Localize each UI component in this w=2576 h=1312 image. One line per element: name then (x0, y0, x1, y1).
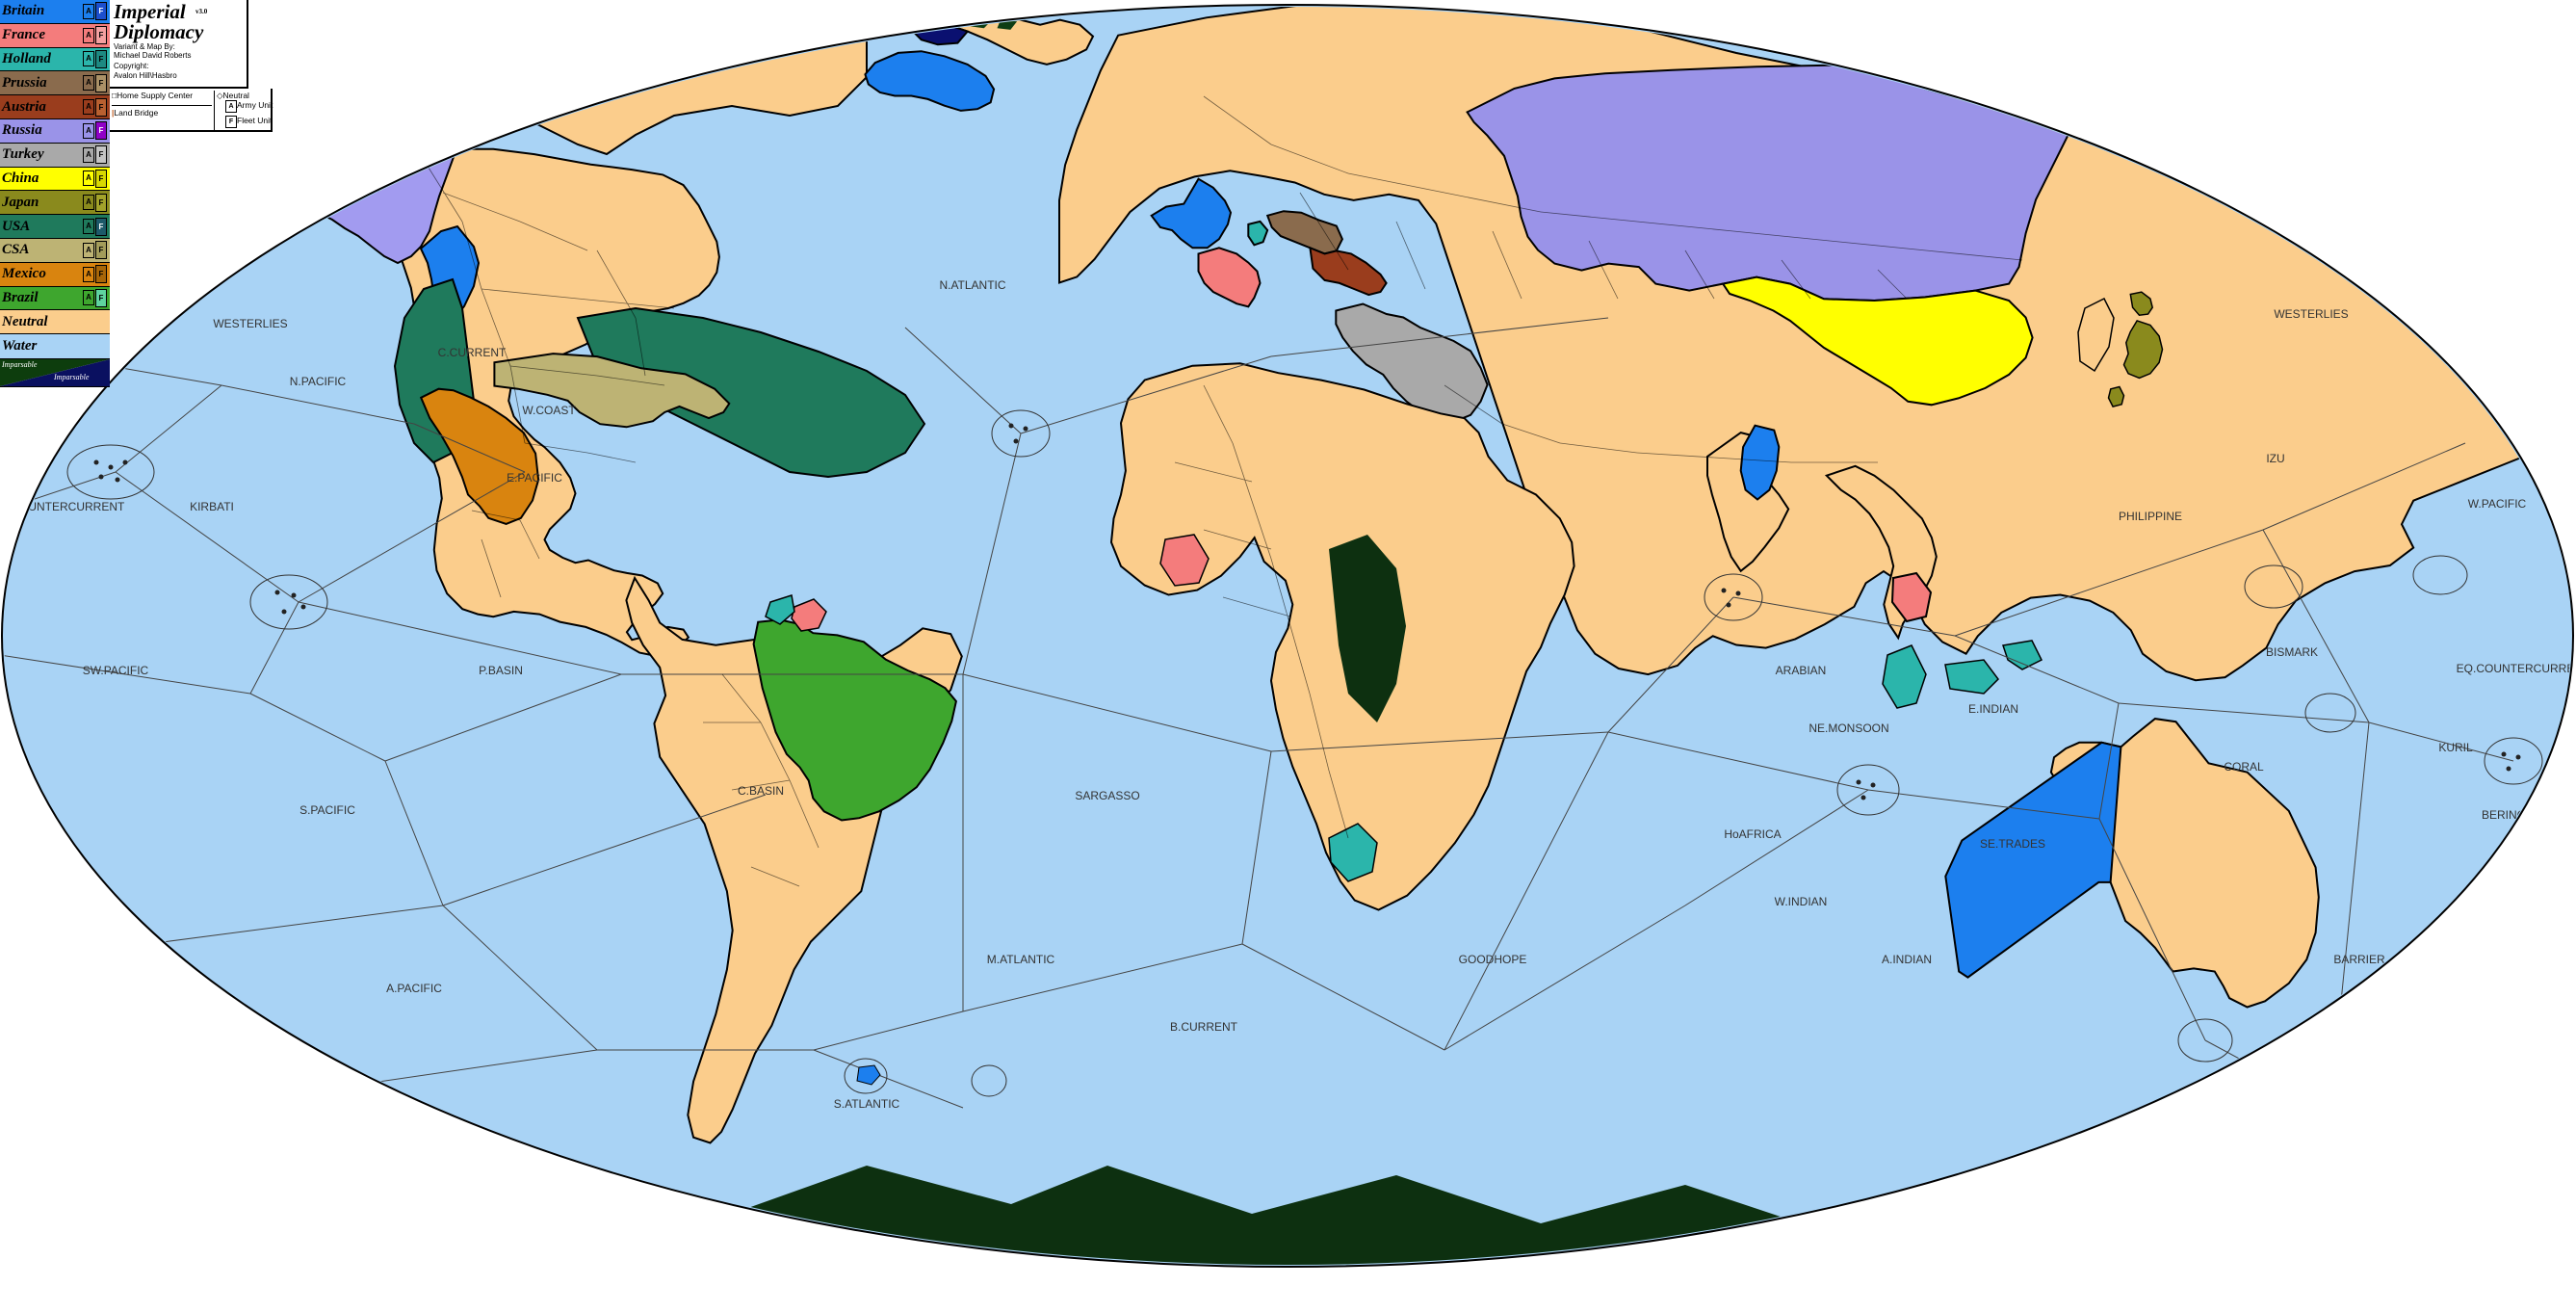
svg-text:N.PACIFIC: N.PACIFIC (290, 375, 347, 388)
svg-text:A.INDIAN: A.INDIAN (1882, 953, 1932, 966)
svg-text:C.CURRENT: C.CURRENT (438, 346, 507, 359)
svg-text:NE.MONSOON: NE.MONSOON (1808, 722, 1888, 735)
svg-text:TASMAN: TASMAN (2383, 1049, 2431, 1063)
svg-text:IZU: IZU (2266, 452, 2284, 465)
svg-text:EQ.COUNTERCURRENT: EQ.COUNTERCURRENT (0, 500, 125, 513)
svg-text:W.INDIAN: W.INDIAN (1775, 895, 1828, 908)
svg-text:SW.PACIFIC: SW.PACIFIC (2433, 1010, 2499, 1024)
svg-text:WESTERLIES: WESTERLIES (2274, 307, 2348, 321)
svg-text:C.BASIN: C.BASIN (738, 784, 784, 798)
svg-text:B.CURRENT: B.CURRENT (1170, 1020, 1238, 1034)
svg-text:GOODHOPE: GOODHOPE (1459, 953, 1527, 966)
svg-text:S.ATLANTIC: S.ATLANTIC (834, 1097, 900, 1111)
svg-text:SW.PACIFIC: SW.PACIFIC (83, 664, 149, 677)
svg-text:A.PACIFIC: A.PACIFIC (386, 982, 442, 995)
svg-text:KURIL: KURIL (2438, 741, 2473, 754)
svg-text:KIRBATI: KIRBATI (190, 500, 234, 513)
svg-text:WESTERLIES: WESTERLIES (213, 317, 287, 330)
svg-text:BISMARK: BISMARK (2266, 645, 2318, 659)
svg-text:M.ATLANTIC: M.ATLANTIC (987, 953, 1055, 966)
svg-text:W.COAST: W.COAST (522, 404, 576, 417)
svg-text:BERING: BERING (2482, 808, 2526, 822)
svg-text:EQ.COUNTERCURRENT: EQ.COUNTERCURRENT (2457, 662, 2576, 675)
svg-text:P.BASIN: P.BASIN (479, 664, 523, 677)
svg-text:CORAL: CORAL (2224, 760, 2264, 774)
svg-text:SE.TRADES: SE.TRADES (1980, 837, 2045, 851)
svg-text:N.ATLANTIC: N.ATLANTIC (939, 278, 1005, 292)
svg-text:BARRIER: BARRIER (2333, 953, 2385, 966)
svg-text:SARGASSO: SARGASSO (1075, 789, 1139, 802)
svg-text:HoAFRICA: HoAFRICA (1724, 827, 1781, 841)
svg-text:ARABIAN: ARABIAN (1776, 664, 1827, 677)
svg-text:W.PACIFIC: W.PACIFIC (2468, 497, 2527, 511)
svg-text:S.PACIFIC: S.PACIFIC (299, 803, 355, 817)
svg-text:E.INDIAN: E.INDIAN (1968, 702, 2018, 716)
svg-text:E.PACIFIC: E.PACIFIC (507, 471, 562, 485)
svg-text:PHILIPPINE: PHILIPPINE (2119, 510, 2182, 523)
